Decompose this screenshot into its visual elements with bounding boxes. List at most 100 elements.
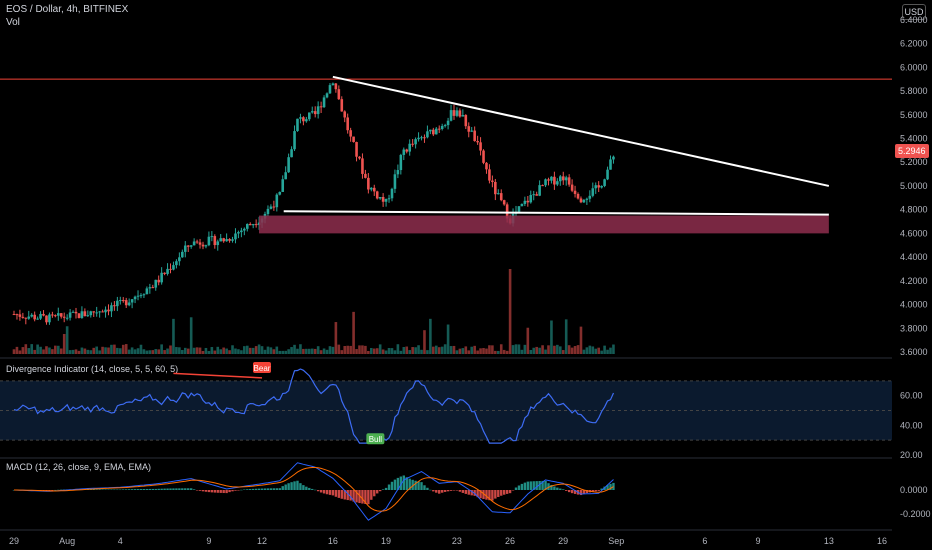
candle-body: [183, 245, 187, 252]
macd-histogram-bar: [48, 490, 51, 491]
macd-histogram-bar: [157, 488, 160, 490]
candle-body: [340, 99, 344, 112]
macd-histogram-bar: [240, 489, 243, 491]
volume-bar: [204, 347, 208, 354]
volume-bar: [169, 345, 172, 354]
volume-bar: [381, 349, 385, 354]
candle-body: [334, 83, 338, 90]
candle-body: [499, 193, 503, 201]
candle-body: [163, 272, 166, 274]
macd-histogram-bar: [60, 489, 63, 491]
volume-bar: [346, 345, 349, 354]
macd-histogram-bar: [228, 490, 231, 493]
candle-body: [121, 300, 125, 302]
volume-bar: [89, 350, 93, 354]
candle-body: [290, 149, 293, 158]
candle-body: [319, 106, 323, 108]
macd-histogram-bar: [440, 490, 444, 493]
volume-bar: [408, 350, 411, 354]
macd-histogram-bar: [523, 482, 527, 490]
volume-bar: [281, 350, 285, 354]
date-tick-label: 16: [328, 536, 338, 546]
date-tick-label: 19: [381, 536, 391, 546]
volume-bar: [121, 344, 125, 354]
volume-bar: [455, 350, 459, 354]
volume-bar: [579, 326, 583, 354]
volume-bar: [278, 350, 282, 354]
candle-body: [48, 314, 51, 323]
candle-body: [225, 239, 228, 242]
macd-histogram-bar: [251, 488, 255, 490]
candle-body: [204, 245, 208, 247]
candle-body: [74, 311, 78, 314]
macd-histogram-bar: [488, 490, 491, 501]
volume-bar: [458, 348, 462, 354]
volume-bar: [355, 349, 358, 354]
volume-bar: [24, 344, 28, 354]
volume-bar: [496, 350, 500, 354]
macd-histogram-bar: [198, 490, 202, 491]
macd-histogram-bar: [184, 488, 187, 490]
volume-bar: [440, 346, 444, 354]
macd-histogram-bar: [237, 490, 240, 491]
rsi-title: Divergence Indicator (14, close, 5, 5, 6…: [6, 364, 178, 374]
candle-body: [390, 188, 394, 199]
macd-histogram-bar: [514, 487, 518, 490]
candle-body: [538, 185, 541, 196]
macd-histogram-bar: [378, 490, 382, 492]
candle-body: [485, 162, 488, 170]
macd-histogram-bar: [376, 490, 379, 494]
volume-bar: [432, 346, 435, 354]
macd-histogram-bar: [328, 490, 332, 495]
volume-bar: [210, 347, 214, 354]
volume-bar: [567, 345, 571, 354]
candle-body: [248, 223, 252, 226]
macd-histogram-bar: [127, 489, 131, 490]
volume-bar: [56, 345, 60, 354]
candle-body: [532, 194, 536, 196]
volume-bar: [104, 347, 107, 354]
rsi-line: [13, 368, 615, 444]
bull-badge: [366, 433, 385, 445]
currency-badge[interactable]: USD: [902, 4, 926, 20]
macd-histogram-bar: [381, 489, 385, 490]
date-tick-label: 13: [824, 536, 834, 546]
macd-histogram-bar: [343, 490, 346, 500]
candle-body: [166, 268, 169, 274]
candle-body: [148, 287, 152, 289]
volume-bar: [609, 347, 612, 354]
volume-bar: [275, 346, 279, 354]
volume-bar: [426, 350, 429, 354]
macd-histogram-bar: [163, 488, 166, 490]
candle-body: [127, 302, 131, 306]
volume-bar: [119, 348, 122, 354]
date-tick-label: 12: [257, 536, 267, 546]
candle-body: [269, 206, 273, 209]
volume-bar: [240, 350, 243, 354]
candle-body: [151, 287, 155, 289]
candle-body: [302, 117, 305, 122]
price-tick-label: 5.0000: [900, 181, 928, 191]
volume-bar: [467, 350, 471, 354]
volume-bar: [219, 349, 223, 354]
macd-histogram-bar: [520, 483, 524, 490]
volume-bar: [172, 318, 175, 354]
price-tick-label: 4.8000: [900, 205, 928, 215]
macd-histogram-bar: [201, 490, 205, 492]
macd-histogram-bar: [234, 490, 237, 491]
macd-histogram-bar: [384, 487, 388, 490]
macd-histogram-bar: [254, 488, 258, 490]
candle-body: [328, 85, 332, 94]
volume-bar: [547, 345, 550, 354]
volume-bar: [48, 347, 51, 354]
volume-bar: [260, 346, 264, 354]
volume-bar: [127, 349, 131, 354]
price-tick-label: 4.2000: [900, 276, 928, 286]
candle-body: [83, 311, 87, 317]
volume-bar: [420, 349, 423, 354]
macd-histogram-bar: [452, 490, 456, 491]
macd-histogram-bar: [399, 476, 403, 490]
macd-histogram-bar: [505, 490, 509, 494]
candle-body: [461, 115, 465, 117]
